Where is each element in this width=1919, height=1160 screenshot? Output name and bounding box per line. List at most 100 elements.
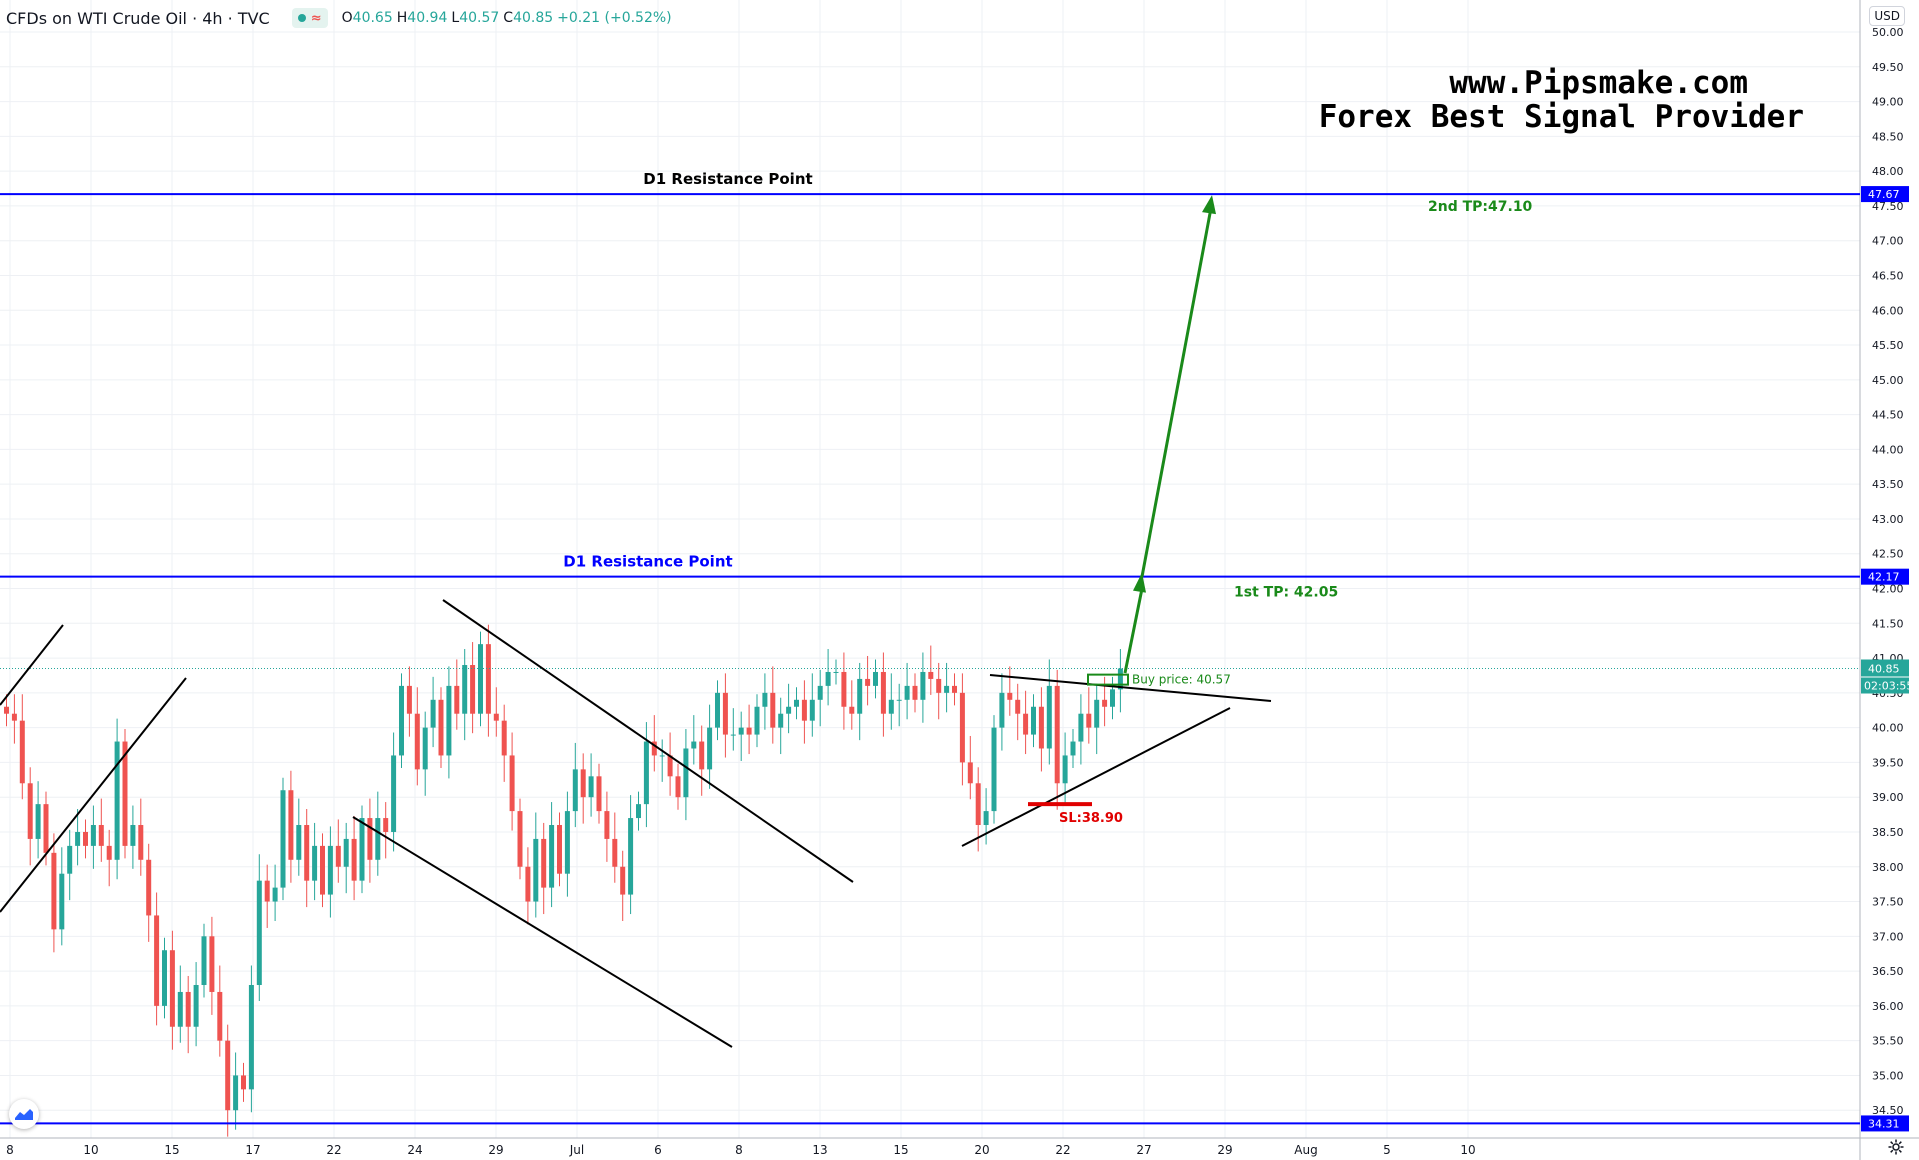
ohlc-low: L40.57 bbox=[451, 10, 500, 26]
candle-body bbox=[241, 1075, 246, 1090]
tradingview-logo-icon[interactable] bbox=[9, 1099, 39, 1129]
candle-body bbox=[730, 734, 736, 736]
candle-body bbox=[959, 692, 965, 763]
countdown-label: 02:03:55 bbox=[1864, 679, 1913, 692]
candle-body bbox=[462, 665, 468, 714]
tp1-label: 1st TP: 42.05 bbox=[1234, 585, 1338, 601]
candle-body bbox=[59, 873, 65, 930]
candle-body bbox=[873, 671, 878, 686]
currency-button[interactable]: USD bbox=[1869, 6, 1905, 26]
buy-box bbox=[1087, 673, 1129, 686]
candle-body bbox=[320, 845, 325, 895]
trend-line bbox=[989, 674, 1272, 702]
resistance-price-label: 42.17 bbox=[1868, 571, 1900, 584]
candle-body bbox=[162, 950, 167, 1006]
candle-body bbox=[280, 790, 286, 888]
candle-body bbox=[201, 936, 207, 986]
candle-body bbox=[485, 644, 491, 714]
market-open-dot-icon bbox=[297, 14, 306, 22]
candle-body bbox=[335, 845, 341, 867]
candle-body bbox=[801, 699, 807, 721]
candle-body bbox=[975, 783, 981, 826]
candle-body bbox=[1086, 713, 1092, 728]
candle-body bbox=[691, 741, 697, 749]
candle-body bbox=[217, 991, 223, 1041]
current-price-label: 40.85 bbox=[1868, 662, 1900, 675]
y-tick-label: 43.50 bbox=[1872, 478, 1904, 491]
x-tick-label: 27 bbox=[1136, 1143, 1151, 1157]
y-tick-label: 47.00 bbox=[1872, 235, 1904, 248]
trend-line bbox=[352, 816, 733, 1048]
candle-body bbox=[146, 859, 152, 916]
y-tick-label: 34.50 bbox=[1872, 1104, 1904, 1117]
candle-body bbox=[1117, 668, 1123, 690]
y-tick-label: 50.00 bbox=[1872, 26, 1904, 39]
candle-body bbox=[517, 811, 523, 867]
x-tick-label: 5 bbox=[1383, 1143, 1391, 1157]
candle-body bbox=[525, 866, 531, 902]
candle-body bbox=[233, 1075, 239, 1111]
resistance-price-label: 47.67 bbox=[1868, 188, 1900, 201]
y-tick-label: 37.50 bbox=[1872, 896, 1904, 909]
candle-body bbox=[715, 692, 720, 728]
y-tick-label: 38.00 bbox=[1872, 861, 1904, 874]
y-tick-label: 45.50 bbox=[1872, 339, 1904, 352]
x-tick-label: 10 bbox=[1460, 1143, 1475, 1157]
candle-body bbox=[75, 831, 81, 846]
candle-body bbox=[683, 748, 689, 798]
candle-body bbox=[1015, 699, 1021, 714]
candle-body bbox=[841, 671, 847, 707]
x-tick-label: 15 bbox=[893, 1143, 908, 1157]
candle-body bbox=[43, 804, 49, 853]
symbol-title[interactable]: CFDs on WTI Crude Oil · 4h · TVC bbox=[6, 8, 270, 28]
y-tick-label: 42.00 bbox=[1872, 583, 1904, 596]
candle-body bbox=[549, 825, 555, 888]
x-tick-label: 20 bbox=[974, 1143, 989, 1157]
current-price-tag bbox=[1861, 659, 1909, 677]
candle-body bbox=[177, 991, 183, 1027]
candle-body bbox=[296, 825, 302, 860]
candle-body bbox=[446, 685, 452, 756]
candle-body bbox=[628, 818, 634, 895]
candle-body bbox=[343, 838, 349, 867]
candle-body bbox=[51, 852, 57, 930]
candle-body bbox=[248, 985, 254, 1090]
candle-body bbox=[778, 713, 784, 728]
candle-body bbox=[659, 755, 665, 757]
brand-url: www.Pipsmake.com bbox=[1449, 65, 1748, 101]
candle-body bbox=[288, 790, 294, 860]
candle-body bbox=[383, 818, 389, 832]
candle-body bbox=[98, 825, 104, 846]
candle-body bbox=[114, 741, 120, 860]
candle-body bbox=[422, 727, 428, 770]
candle-body bbox=[817, 685, 823, 700]
candle-body bbox=[880, 671, 886, 714]
y-tick-label: 42.50 bbox=[1872, 548, 1904, 561]
candle-body bbox=[557, 825, 562, 874]
candle-body bbox=[1070, 741, 1076, 756]
trend-line bbox=[442, 599, 854, 883]
candle-body bbox=[1110, 689, 1115, 707]
candle-body bbox=[936, 678, 942, 693]
target-arrow-segment-2 bbox=[1140, 207, 1213, 577]
target-arrow-head-2 bbox=[1202, 195, 1216, 215]
candle-body bbox=[849, 706, 855, 714]
candle-body bbox=[225, 1040, 231, 1111]
candle-body bbox=[762, 692, 768, 707]
candle-body bbox=[138, 825, 144, 860]
y-tick-label: 46.50 bbox=[1872, 269, 1904, 282]
resistance-price-label: 34.31 bbox=[1868, 1117, 1900, 1130]
candle-body bbox=[406, 685, 412, 714]
candle-body bbox=[857, 678, 863, 714]
candle-body bbox=[27, 783, 33, 839]
candle-body bbox=[999, 692, 1005, 728]
x-tick-label: 29 bbox=[488, 1143, 503, 1157]
candle-body bbox=[391, 755, 397, 832]
market-status-badge[interactable]: ≈ bbox=[291, 8, 328, 28]
y-tick-label: 49.50 bbox=[1872, 61, 1904, 74]
settings-gear-icon[interactable] bbox=[1887, 1138, 1905, 1156]
candle-body bbox=[414, 713, 420, 770]
trend-line bbox=[0, 624, 64, 706]
buy-price-label: Buy price: 40.57 bbox=[1132, 673, 1231, 687]
